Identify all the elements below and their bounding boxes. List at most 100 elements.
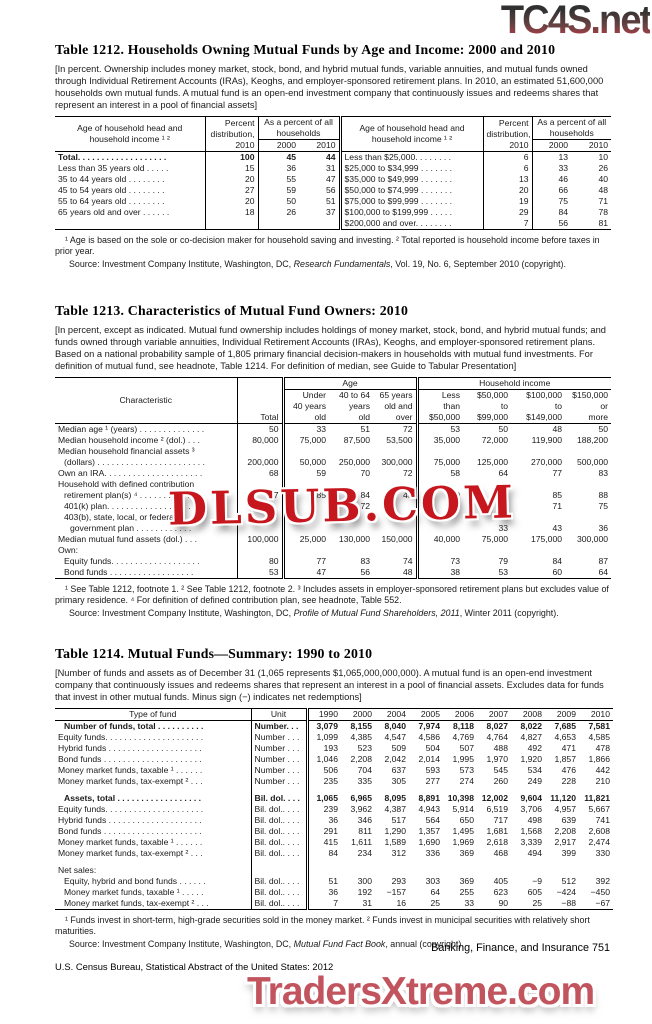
cell-value: 64 [598, 566, 609, 577]
cell-value: 51 [360, 423, 370, 434]
table-row: Median household income ² (dol.) . . . 80… [55, 434, 611, 446]
row-label: (dollars) . . . . . . . . . . . . . . . … [55, 456, 238, 468]
cell-value: 369 [459, 875, 474, 886]
cell-value [443, 859, 477, 876]
cell-value: 1,866 [588, 753, 610, 764]
table-row: Assets, total . . . . . . . . . . . . . … [55, 786, 613, 804]
cell-value: 573 [459, 764, 474, 775]
cell-value: 476 [561, 764, 576, 775]
cell-value: 2,208 [350, 753, 372, 764]
cell-value: 44 [299, 151, 342, 163]
table-1213-body: Median age ¹ (years) . . . . . . . . . .… [55, 423, 611, 578]
cell-value: 7 [333, 897, 338, 908]
row-label: Bond funds . . . . . . . . . . . . . . .… [55, 566, 238, 578]
cell-value: 4,957 [554, 803, 576, 814]
cell-value: 2,042 [384, 753, 406, 764]
column-header-150k-or-more: $150,000 or more [572, 389, 609, 422]
cell-value: 66 [498, 500, 509, 511]
cell-value: 1,568 [520, 825, 542, 836]
column-header-65-and-over: 65 years old and over [373, 389, 419, 423]
cell-value: 399 [561, 847, 576, 858]
cell-value: 415 [323, 836, 338, 847]
cell-value: 3,962 [350, 803, 372, 814]
column-group-percent-of-households: As a percent of all households [532, 116, 612, 140]
cell-value: 192 [357, 886, 372, 897]
cell-value: 1,099 [316, 731, 338, 742]
cell-value: 637 [391, 764, 406, 775]
table-row: Money market funds, tax-exempt ² . . . Bi… [55, 897, 613, 909]
cell-value: 36 [328, 886, 338, 897]
cell-value: 72 [373, 423, 419, 435]
cell-value [237, 511, 285, 523]
cell-value: 1,995 [452, 753, 474, 764]
cell-value [329, 545, 373, 556]
cell-value: 260 [493, 775, 508, 786]
cell-value: 504 [425, 742, 440, 753]
cell-value: 255 [459, 886, 474, 897]
source-publication: Research Fundamentals [293, 258, 391, 269]
source-text: , Vol. 19, No. 6, September 2010 (copyri… [390, 258, 566, 269]
cell-value: 80 [237, 555, 285, 567]
cell-value: 605 [527, 886, 542, 897]
cell-value: 150,000 [373, 533, 419, 545]
cell-value: 346 [357, 814, 372, 825]
cell-value [373, 500, 419, 512]
cell-value: 13 [558, 151, 569, 162]
row-label: Money market funds, taxable ¹ . . . . . … [55, 836, 252, 848]
cell-value [409, 859, 443, 876]
cell-value [237, 445, 285, 457]
cell-value: 59 [286, 184, 296, 195]
cell-value: 59 [316, 467, 326, 478]
unit-value: Number . . . [251, 764, 309, 776]
row-label: Median age ¹ (years) . . . . . . . . . .… [55, 423, 238, 435]
cell-value: 125,000 [476, 456, 509, 467]
cell-value: 623 [493, 886, 508, 897]
cell-value [283, 545, 329, 556]
unit-value: Bil. dol.. . . . [251, 836, 309, 848]
cell-value: 37 [299, 206, 342, 218]
cell-value: 100 [205, 151, 259, 163]
cell-value: 79 [498, 489, 509, 500]
cell-value: 53 [237, 566, 285, 578]
cell-value: 33 [316, 423, 326, 434]
cell-value: 77 [316, 555, 326, 566]
row-label: $75,000 to $99,999 . . . . . . . [340, 195, 484, 207]
cell-value: 291 [323, 825, 338, 836]
table-row: Money market funds, tax-exempt ² . . . Bi… [55, 847, 613, 859]
row-label: 55 to 64 years old . . . . . . . . [55, 195, 206, 207]
cell-value: 58 [450, 467, 461, 478]
cell-value: 25 [532, 897, 542, 908]
row-label: Median household income ² (dol.) . . . [55, 434, 238, 446]
cell-value: 5,667 [588, 803, 610, 814]
column-header-year: 2007 [488, 708, 508, 719]
row-label: Own: [55, 544, 238, 556]
row-label: Money market funds, taxable ¹ . . . . . [55, 886, 252, 898]
cell-value: 33 [464, 897, 474, 908]
cell-value: 7,685 [554, 720, 576, 731]
cell-value: 8,118 [452, 720, 474, 731]
cell-value: 1,969 [452, 836, 474, 847]
cell-value: 4,585 [588, 731, 610, 742]
source-publication: Mutual Fund Fact Book [293, 938, 386, 949]
unit-value: Bil. dol.. . . . [251, 847, 309, 859]
cell-value: 210 [595, 775, 610, 786]
cell-value [373, 522, 419, 534]
cell-value: 68 [237, 467, 285, 479]
row-label: Money market funds, taxable ¹ . . . . . … [55, 764, 252, 776]
cell-value [565, 479, 611, 490]
cell-value [375, 859, 409, 876]
cell-value [545, 859, 579, 876]
table-row: 403(b), state, local, or federal [55, 511, 611, 523]
cell-value: 66 [558, 184, 569, 195]
column-header-year: 2000 [352, 708, 372, 719]
unit-value: Bil. dol.. . . . [251, 825, 309, 837]
row-label: $25,000 to $34,999 . . . . . . . [340, 162, 484, 174]
cell-value: 1,357 [418, 825, 440, 836]
cell-value: 15 [205, 162, 259, 174]
table-1214-footnote: ¹ Funds invest in short-term, high-grade… [55, 914, 590, 937]
table-1212-header: Age of household head and household inco… [55, 116, 612, 151]
cell-value: 1,611 [351, 836, 372, 847]
cell-value: 33 [498, 522, 509, 533]
cell-value: 130,000 [338, 533, 370, 544]
